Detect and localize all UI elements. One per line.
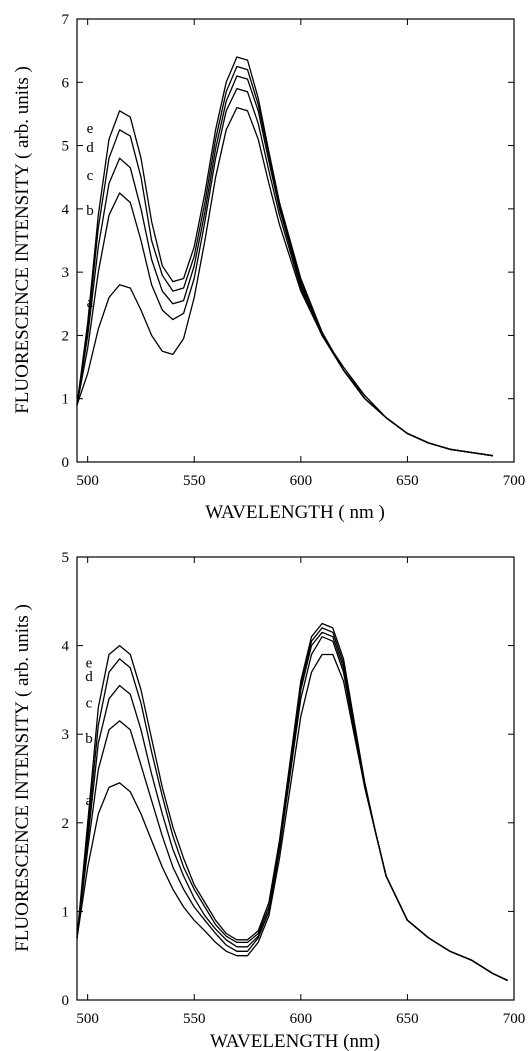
series-label-d: d — [85, 669, 93, 685]
y-tick-label: 7 — [62, 12, 70, 28]
series-label-c: c — [87, 168, 94, 184]
y-tick-label: 5 — [62, 139, 70, 155]
x-tick-label: 700 — [503, 1011, 526, 1027]
y-tick-label: 3 — [62, 727, 70, 743]
y-tick-label: 2 — [62, 816, 70, 832]
y-tick-label: 0 — [62, 993, 70, 1009]
x-tick-label: 700 — [503, 473, 526, 489]
x-tick-label: 600 — [290, 473, 313, 489]
x-axis-title: WAVELENGTH (nm) — [210, 1031, 380, 1051]
y-axis-title: FLUORESCENCE INTENSITY ( arb. units ) — [12, 604, 33, 952]
x-tick-label: 550 — [183, 473, 206, 489]
series-line-a — [76, 106, 493, 457]
series-label-d: d — [86, 140, 94, 156]
series-label-e: e — [87, 121, 94, 137]
series-label-a: a — [86, 793, 93, 809]
plot-frame — [76, 556, 515, 1001]
x-tick-label: 650 — [396, 473, 419, 489]
y-tick-label: 4 — [62, 639, 70, 655]
series-line-c — [76, 631, 508, 982]
y-axis-title: FLUORESCENCE INTENSITY ( arb. units ) — [12, 66, 33, 414]
y-tick-label: 5 — [62, 550, 70, 566]
series-label-b: b — [86, 203, 94, 219]
series-label-c: c — [86, 695, 93, 711]
series-line-d — [76, 65, 493, 457]
y-tick-label: 2 — [62, 328, 70, 344]
y-tick-label: 1 — [62, 392, 70, 408]
top-panel: 500 550 600 650 700 0 1 2 3 4 5 6 7 a b cde WAVELENGTH… — [12, 12, 525, 523]
series-line-e — [76, 56, 493, 457]
y-tick-label: 3 — [62, 265, 70, 281]
plot-frame — [76, 18, 515, 463]
y-tick-label: 0 — [62, 455, 70, 471]
y-tick-label: 6 — [62, 75, 70, 91]
bottom-panel: 500 550 600 650 700 0 1 2 3 4 5 a b cde WAVELENGTH (… — [12, 550, 525, 1051]
y-tick-label: 4 — [62, 202, 70, 218]
y-tick-label: 1 — [62, 904, 70, 920]
x-tick-label: 500 — [76, 473, 99, 489]
x-tick-label: 500 — [76, 1011, 99, 1027]
series-line-e — [76, 622, 508, 982]
series-line-d — [76, 627, 508, 982]
series-line-c — [76, 75, 493, 457]
x-tick-label: 650 — [396, 1011, 419, 1027]
series-line-b — [76, 636, 508, 982]
series-line-b — [76, 87, 493, 457]
x-axis-title: WAVELENGTH ( nm ) — [205, 502, 385, 523]
series-label-b: b — [85, 731, 93, 747]
series-label-a: a — [87, 295, 94, 311]
x-tick-label: 600 — [290, 1011, 313, 1027]
x-tick-label: 550 — [183, 1011, 206, 1027]
series-label-e: e — [86, 656, 93, 672]
